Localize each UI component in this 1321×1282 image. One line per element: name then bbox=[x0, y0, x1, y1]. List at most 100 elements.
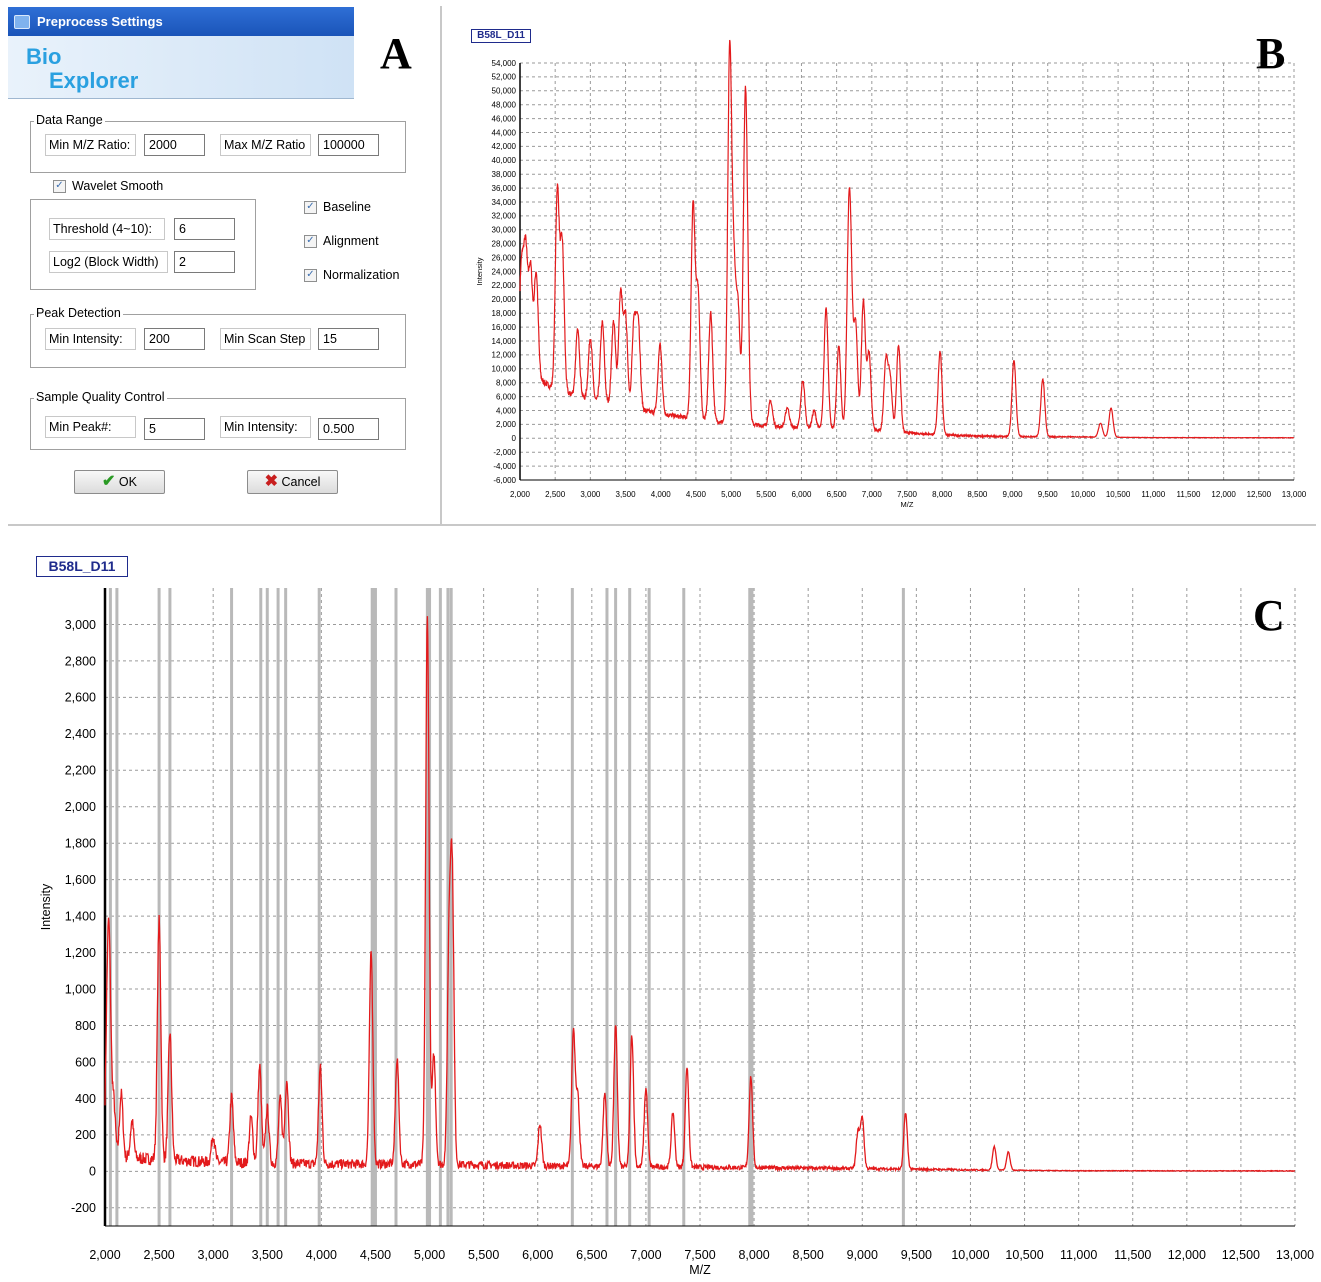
y-tick-label: 10,000 bbox=[492, 365, 517, 374]
peak-detection-group bbox=[30, 314, 406, 368]
peak-min-intensity-input[interactable]: 200 bbox=[144, 328, 205, 350]
x-axis-label: M/Z bbox=[901, 500, 914, 509]
x-tick-label: 8,000 bbox=[738, 1248, 769, 1262]
x-tick-label: 12,500 bbox=[1247, 490, 1272, 499]
y-tick-label: 38,000 bbox=[492, 170, 517, 179]
normalization-checkbox[interactable]: ✓ bbox=[304, 269, 317, 282]
min-peak-input[interactable]: 5 bbox=[144, 418, 205, 440]
x-tick-label: 5,000 bbox=[721, 490, 742, 499]
y-tick-label: 36,000 bbox=[492, 184, 517, 193]
ok-button[interactable]: ✔ OK bbox=[74, 470, 165, 494]
y-tick-label: 2,800 bbox=[65, 654, 96, 668]
threshold-label: Threshold (4~10): bbox=[49, 218, 165, 240]
y-tick-label: 42,000 bbox=[492, 142, 517, 151]
y-tick-label: 12,000 bbox=[492, 351, 517, 360]
dialog-title-bar[interactable]: Preprocess Settings bbox=[8, 7, 354, 36]
x-tick-label: 12,500 bbox=[1222, 1248, 1260, 1262]
spectrum-chart-processed: 2,000 2,500 3,000 3,500 4,000 4,500 5,000 5,500… bbox=[39, 588, 1314, 1277]
alignment-label: Alignment bbox=[323, 234, 379, 248]
x-tick-label: 13,000 bbox=[1276, 1248, 1314, 1262]
normalization-label: Normalization bbox=[323, 268, 400, 282]
x-tick-label: 7,500 bbox=[897, 490, 918, 499]
threshold-input[interactable]: 6 bbox=[174, 218, 235, 240]
y-tick-label: 3,000 bbox=[65, 618, 96, 632]
min-scan-step-input[interactable]: 15 bbox=[318, 328, 379, 350]
x-tick-label: 2,500 bbox=[545, 490, 566, 499]
y-tick-label: 200 bbox=[75, 1128, 96, 1142]
y-tick-label: 20,000 bbox=[492, 295, 517, 304]
y-tick-label: 0 bbox=[89, 1165, 96, 1179]
y-tick-label: -6,000 bbox=[493, 476, 516, 485]
x-tick-label: 11,500 bbox=[1114, 1248, 1151, 1262]
log2-label: Log2 (Block Width) bbox=[49, 251, 168, 273]
qc-min-intensity-input[interactable]: 0.500 bbox=[318, 418, 379, 440]
y-tick-label: 22,000 bbox=[492, 281, 517, 290]
x-tick-label: 3,000 bbox=[580, 490, 601, 499]
baseline-label: Baseline bbox=[323, 200, 371, 214]
x-tick-label: 12,000 bbox=[1211, 490, 1236, 499]
baseline-checkbox[interactable]: ✓ bbox=[304, 201, 317, 214]
x-tick-label: 10,000 bbox=[1071, 490, 1096, 499]
y-tick-label: 800 bbox=[75, 1019, 96, 1033]
x-tick-label: 6,500 bbox=[827, 490, 848, 499]
y-tick-label: 44,000 bbox=[492, 128, 517, 137]
y-tick-label: 46,000 bbox=[492, 114, 517, 123]
x-tick-label: 5,500 bbox=[468, 1248, 499, 1262]
min-scan-step-label: Min Scan Step bbox=[220, 328, 311, 350]
y-tick-label: 30,000 bbox=[492, 226, 517, 235]
x-tick-label: 5,500 bbox=[756, 490, 777, 499]
panel-divider-vertical bbox=[440, 6, 442, 526]
cancel-button[interactable]: ✖ Cancel bbox=[247, 470, 338, 494]
x-tick-label: 3,500 bbox=[252, 1248, 283, 1262]
y-tick-label: 34,000 bbox=[492, 198, 517, 207]
y-tick-label: 2,000 bbox=[65, 800, 96, 814]
x-tick-label: 4,500 bbox=[360, 1248, 391, 1262]
y-tick-label: 52,000 bbox=[492, 73, 517, 82]
x-tick-label: 10,500 bbox=[1106, 490, 1131, 499]
cancel-label: Cancel bbox=[281, 475, 321, 489]
y-tick-label: 2,000 bbox=[496, 420, 517, 429]
x-tick-label: 8,500 bbox=[793, 1248, 824, 1262]
min-mz-input[interactable]: 2000 bbox=[144, 134, 205, 156]
qc-min-intensity-label: Min Intensity: bbox=[220, 416, 311, 438]
y-tick-label: 6,000 bbox=[496, 392, 517, 401]
x-tick-label: 2,000 bbox=[510, 490, 531, 499]
x-tick-label: 11,500 bbox=[1177, 490, 1201, 499]
x-tick-label: 11,000 bbox=[1141, 490, 1165, 499]
y-tick-label: 40,000 bbox=[492, 156, 517, 165]
wavelet-smooth-checkbox[interactable]: ✓ bbox=[53, 180, 66, 193]
x-tick-label: 6,500 bbox=[576, 1248, 607, 1262]
data-range-legend: Data Range bbox=[34, 113, 105, 127]
y-tick-label: 1,000 bbox=[65, 982, 96, 996]
log2-input[interactable]: 2 bbox=[174, 251, 235, 273]
x-tick-label: 9,500 bbox=[1038, 490, 1059, 499]
y-tick-label: 26,000 bbox=[492, 253, 517, 262]
x-tick-label: 5,000 bbox=[414, 1248, 445, 1262]
max-mz-input[interactable]: 100000 bbox=[318, 134, 379, 156]
y-tick-label: 2,600 bbox=[65, 691, 96, 705]
wavelet-group bbox=[30, 199, 256, 290]
data-range-group bbox=[30, 121, 406, 173]
y-tick-label: 50,000 bbox=[492, 87, 517, 96]
check-icon: ✔ bbox=[102, 473, 116, 490]
y-tick-label: 24,000 bbox=[492, 267, 517, 276]
y-tick-label: -2,000 bbox=[493, 448, 516, 457]
y-tick-label: 0 bbox=[512, 434, 517, 443]
alignment-checkbox[interactable]: ✓ bbox=[304, 235, 317, 248]
y-tick-label: 4,000 bbox=[496, 406, 517, 415]
y-tick-label: 1,400 bbox=[65, 909, 96, 923]
y-tick-label: 1,600 bbox=[65, 873, 96, 887]
ok-label: OK bbox=[118, 475, 137, 489]
x-tick-label: 9,500 bbox=[901, 1248, 932, 1262]
dialog-title: Preprocess Settings bbox=[37, 14, 163, 29]
peak-detection-legend: Peak Detection bbox=[34, 306, 123, 320]
y-tick-label: 16,000 bbox=[492, 323, 517, 332]
x-tick-label: 12,000 bbox=[1168, 1248, 1206, 1262]
y-tick-label: 48,000 bbox=[492, 101, 517, 110]
panel-label-c: C bbox=[1253, 591, 1285, 640]
sample-quality-legend: Sample Quality Control bbox=[34, 390, 167, 404]
y-tick-label: 600 bbox=[75, 1055, 96, 1069]
spectrum-chart-raw: 2,000 2,500 3,000 3,500 4,000 4,500 5,000 5,500… bbox=[475, 39, 1307, 509]
spectrum-tag-b: B58L_D11 bbox=[471, 29, 531, 43]
x-tick-label: 7,000 bbox=[862, 490, 883, 499]
